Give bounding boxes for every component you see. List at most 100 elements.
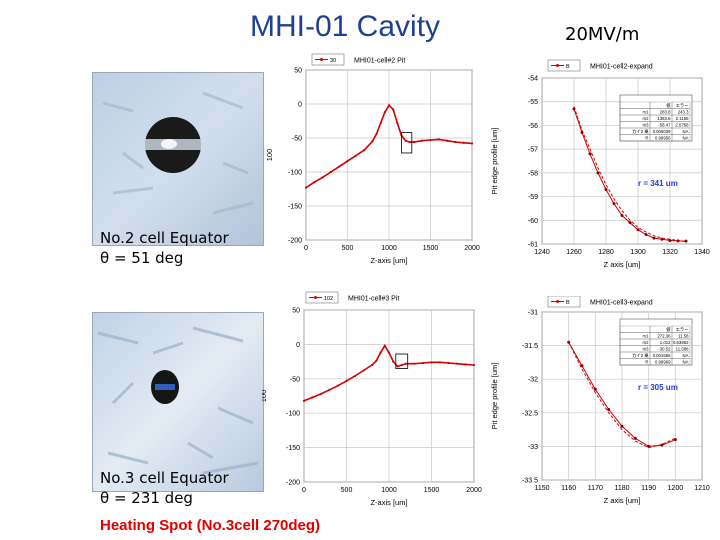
fit-table-value: -58.47: [658, 122, 671, 127]
data-point: [429, 138, 432, 142]
data-point: [408, 140, 411, 144]
x-tick-label: 1240: [534, 249, 550, 256]
data-point: [319, 392, 323, 396]
fit-table-value: 1383.6: [657, 116, 671, 121]
data-point: [392, 360, 395, 363]
x-tick-label: 1320: [662, 249, 678, 256]
legend-marker: [320, 58, 323, 61]
x-axis-label: Z axis [um]: [604, 260, 641, 269]
fit-table-value: 272.36: [657, 333, 671, 338]
x-tick-label: 2000: [464, 245, 480, 252]
legend: B: [547, 59, 581, 72]
x-axis-label: Z axis [um]: [604, 496, 641, 505]
cell2-name: No.2 cell Equator: [100, 229, 229, 247]
y-tick-label: -55: [528, 99, 538, 106]
x-tick-label: 500: [342, 245, 354, 252]
heating-spot-note: Heating Spot (No.3cell 270deg): [100, 517, 321, 534]
data-point: [379, 121, 382, 125]
data-point: [404, 139, 407, 142]
chart-cell3-expand: 1150 1160 1170 1180 1190 1200 1210 -31 -31.5 -32 -…: [490, 296, 710, 505]
legend: B: [547, 296, 581, 308]
data-point: [353, 374, 357, 378]
fit-table-value: NA: [683, 359, 689, 364]
legend-label: 102: [324, 296, 333, 302]
data-point: [437, 138, 440, 141]
x-tick-label: 1200: [668, 485, 684, 492]
data-point: [363, 149, 366, 152]
data-point: [328, 388, 331, 391]
x-tick-label: 1500: [424, 487, 440, 494]
zoom-region-box: [395, 353, 409, 369]
legend: 102: [305, 291, 339, 304]
x-tick-label: 1150: [534, 485, 549, 492]
cell3-caption: No.3 cell Equator θ = 231 deg: [100, 468, 229, 508]
cell2-angle: θ = 51 deg: [100, 249, 184, 267]
fit-table-value: NA: [683, 135, 689, 140]
x-axis-label: Z-axis [um]: [370, 256, 407, 265]
data-point: [462, 141, 465, 144]
fit-table-value: カイ2 乗: [632, 128, 649, 135]
data-point: [684, 239, 688, 243]
y-tick-label: 0: [298, 102, 302, 109]
x-tick-label: 0: [304, 245, 308, 252]
data-point: [371, 140, 374, 143]
data-point: [346, 160, 349, 163]
data-point: [588, 152, 592, 156]
data-point: [396, 121, 399, 125]
fit-table-value: エラー: [676, 103, 689, 109]
fit-table-value: 283.8: [660, 109, 671, 114]
pit-photo-cell3: [92, 312, 264, 492]
fit-table-value: m3: [643, 346, 650, 351]
x-tick-label: 1500: [423, 245, 439, 252]
data-point: [628, 221, 632, 225]
y-tick-label: 50: [294, 68, 302, 75]
legend-marker: [314, 296, 317, 299]
data-point: [454, 140, 457, 144]
legend-marker: [556, 300, 559, 303]
data-point: [412, 140, 415, 144]
data-point: [413, 362, 416, 365]
data-point: [302, 399, 306, 402]
pit-photo-cell2: [92, 72, 264, 246]
data-point: [455, 362, 459, 365]
fit-table-cell: [671, 358, 691, 366]
data-point: [383, 344, 386, 347]
x-tick-label: 1000: [381, 487, 397, 494]
chart-cell2-pit: 0 500 1000 1500 2000500-50-100-150-200Z-axis…: [265, 53, 480, 265]
data-point: [660, 443, 664, 447]
data-point: [313, 181, 316, 184]
y-tick-label: -100: [288, 170, 302, 177]
chart-cell2-expand: 1240 1260 1280 1300 1320 1340 -54 -55 -56 -57 -58 -…: [490, 59, 710, 269]
y-axis-label: 100: [265, 149, 274, 162]
data-point: [447, 361, 450, 365]
data-point: [387, 104, 391, 107]
y-tick-label: -59: [528, 194, 538, 201]
data-point: [375, 359, 378, 363]
fit-table-value: m2: [643, 116, 650, 121]
y-tick-label: -200: [286, 480, 300, 487]
y-tick-label: -57: [528, 147, 538, 154]
x-tick-label: 1180: [614, 485, 629, 492]
y-axis-label: Pit edge profile [um]: [490, 128, 499, 195]
x-tick-label: 500: [341, 487, 353, 494]
radius-annotation: r = 341 um: [638, 179, 678, 188]
fit-table-value: 0.006039: [653, 129, 672, 134]
chart-title: MHI01-cell3-expand: [590, 300, 653, 307]
y-tick-label: -32.5: [522, 410, 538, 417]
fit-table-value: 0.001655: [653, 353, 672, 358]
data-point: [383, 111, 386, 114]
y-tick-label: -56: [528, 123, 538, 130]
series-line: [568, 341, 676, 449]
x-tick-label: 1170: [588, 485, 603, 492]
data-point: [636, 228, 640, 232]
data-point: [336, 384, 340, 387]
x-axis-label: Z-axis [um]: [370, 498, 407, 507]
y-tick-label: -58: [528, 170, 538, 177]
data-point: [400, 363, 403, 367]
y-tick-label: -61: [528, 242, 538, 249]
fit-table-value: NA: [683, 129, 689, 134]
fit-table-value: 0.99969: [655, 359, 671, 364]
data-point: [329, 170, 332, 174]
fit-table-value: 0.99956: [655, 135, 671, 140]
legend-marker: [556, 64, 559, 67]
